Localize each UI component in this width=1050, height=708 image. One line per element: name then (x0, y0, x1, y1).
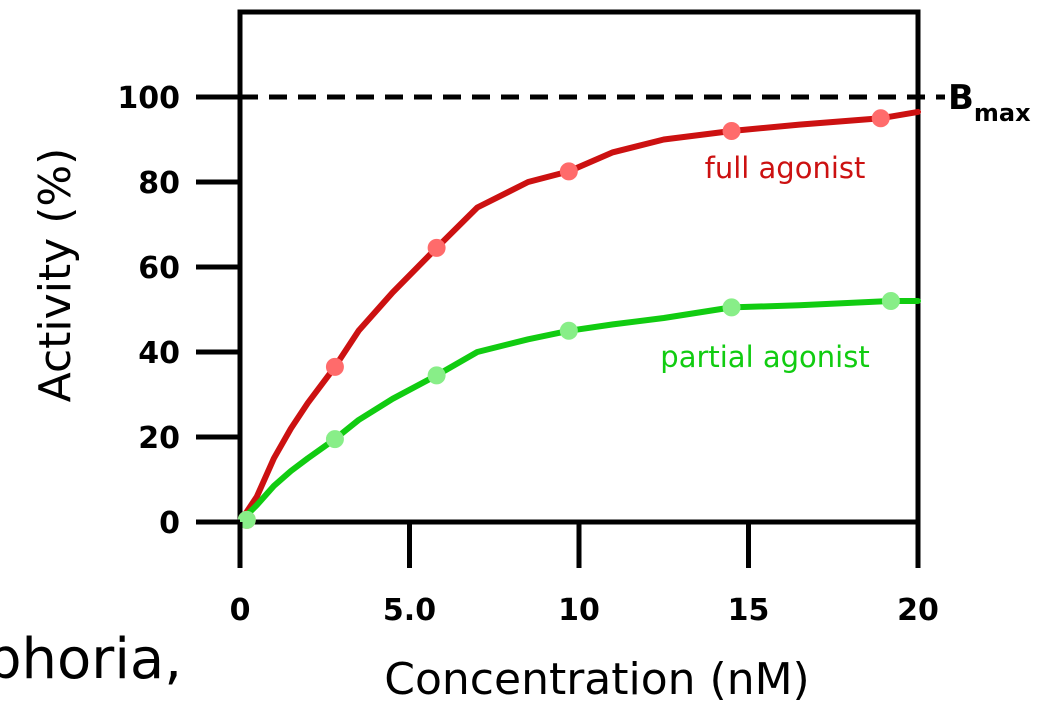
overflow-text: phoria, (0, 627, 182, 692)
series-label-partial-agonist: partial agonist (660, 340, 869, 374)
data-point-full-agonist-4 (722, 122, 741, 140)
x-tick-label: 20 (897, 593, 939, 628)
y-tick-label: 40 (138, 336, 180, 371)
bmax-label: Bmax (948, 78, 1031, 127)
y-tick-label: 100 (117, 81, 180, 116)
x-tick-label: 0 (230, 593, 251, 628)
data-point-partial-agonist-3 (559, 321, 578, 340)
x-tick-label: 5.0 (383, 593, 436, 628)
labels-group: Concentration (nM) Activity (%) full agoni… (30, 148, 870, 705)
bmax-label-sub: max (974, 99, 1031, 127)
y-axis-title: Activity (%) (30, 148, 81, 403)
axis-group: 0 20 40 60 80 100 0 5.0 10 15 20 (117, 81, 939, 628)
x-tick-label: 10 (558, 593, 600, 628)
y-tick-label: 80 (138, 166, 180, 201)
data-point-partial-agonist-4 (722, 298, 741, 317)
y-tick-label: 60 (138, 251, 180, 286)
plot-frame (237, 9, 921, 525)
plot-border (237, 9, 921, 525)
data-point-partial-agonist-5 (881, 292, 900, 310)
x-axis-title: Concentration (nM) (384, 654, 809, 705)
series-group (237, 108, 921, 529)
data-point-partial-agonist-1 (325, 430, 344, 449)
data-point-partial-agonist-2 (427, 366, 446, 385)
y-tick-label: 20 (138, 421, 180, 456)
series-line-partial-agonist (237, 298, 921, 525)
series-line-full-agonist (237, 108, 921, 525)
data-point-full-agonist-2 (427, 238, 446, 257)
y-tick-label: 0 (159, 506, 180, 541)
series-label-full-agonist: full agonist (705, 151, 866, 185)
data-point-full-agonist-3 (559, 162, 578, 181)
x-tick-label: 15 (728, 593, 770, 628)
data-point-full-agonist-5 (871, 109, 890, 128)
reference-line-group: Bmax (240, 78, 1031, 127)
bmax-label-main: B (948, 78, 974, 118)
data-point-full-agonist-1 (325, 357, 344, 376)
